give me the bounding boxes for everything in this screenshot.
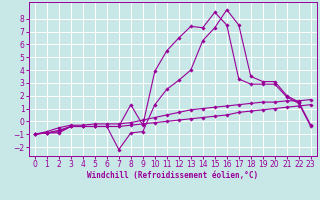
X-axis label: Windchill (Refroidissement éolien,°C): Windchill (Refroidissement éolien,°C) <box>87 171 258 180</box>
